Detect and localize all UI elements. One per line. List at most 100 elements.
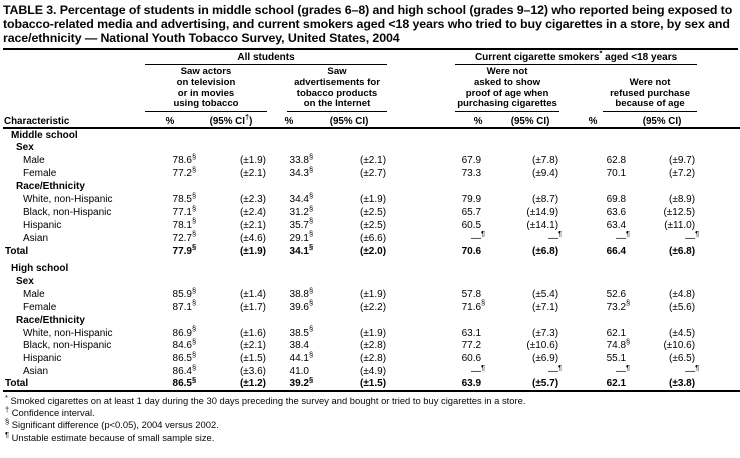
row-label: Hispanic <box>23 353 62 365</box>
group-header-all-students: All students <box>145 51 388 65</box>
group-gap <box>387 231 455 244</box>
row-black-non-hispanic: Black, non-Hispanic 77.1§ (±2.4) 31.2§ (±2.5… <box>3 204 740 219</box>
row-male: Male 78.6§ (±1.9) 33.8§ (±2.1) 67.9 (±7.8) 62.8… <box>3 152 740 167</box>
group-gap <box>387 339 455 352</box>
pct-cell: 67.9 <box>461 155 482 167</box>
ci-cell: —¶ <box>548 362 563 378</box>
pct-cell: 78.5§ <box>172 190 197 206</box>
pct-cell: 86.5§ <box>172 374 197 390</box>
pct-cell: 60.5 <box>461 219 482 231</box>
row-label: Sex <box>16 275 34 287</box>
pct-cell: 63.6 <box>606 206 627 218</box>
group-gap <box>387 378 455 391</box>
group-gap <box>387 365 455 378</box>
pct-cell: 70.1 <box>606 168 627 180</box>
right-fill <box>697 65 740 112</box>
ci-cell: (±12.5) <box>663 206 696 218</box>
footnote-symbol: § <box>5 417 10 427</box>
pct-header-2: % <box>267 112 311 130</box>
right-fill <box>697 112 740 130</box>
ci-header-3: (95% CI) <box>501 112 560 130</box>
footnote-182: ¶ Unstable estimate because of small sam… <box>5 429 215 443</box>
group-gap <box>387 51 455 65</box>
row-label: Hispanic <box>23 219 62 231</box>
pct-cell: 33.8§ <box>289 152 314 167</box>
row-middle-school: Middle school <box>3 128 740 141</box>
ci-cell: (±1.6) <box>239 327 266 339</box>
pct-cell: 38.4 <box>289 340 309 352</box>
ci-cell: (±11.0) <box>664 219 696 231</box>
ci-cell: —¶ <box>685 362 700 378</box>
footnote-symbol: * <box>5 392 8 402</box>
group-gap <box>387 244 455 257</box>
row-sex: Sex <box>3 275 740 288</box>
right-fill <box>697 193 740 206</box>
pct-cell: 62.8 <box>606 155 627 167</box>
pct-header-1: % <box>145 112 195 130</box>
ci-cell: (±1.9) <box>359 194 387 206</box>
col-header-not-asked-proof-of-age: Were not asked to show proof of age when… <box>455 65 560 113</box>
row-asian: Asian 86.4§ (±3.6) 41.0 (±4.9) —¶ —¶ —¶ —¶ <box>3 362 740 378</box>
row-label: Male <box>23 155 45 167</box>
ci-cell: (±7.3) <box>531 327 559 339</box>
column-header-row: Characteristic % (95% CI†) % (95% CI) % … <box>3 112 740 130</box>
ci-cell: (±8.9) <box>669 194 696 206</box>
row-female: Female 87.1§ (±1.7) 39.6§ (±2.2) 71.6§ (±7.1) 7… <box>3 298 740 313</box>
pct-cell: 60.6 <box>461 353 482 365</box>
pct-cell: 86.4§ <box>172 362 197 378</box>
row-female: Female 77.2§ (±2.1) 34.3§ (±2.7) 73.3 (±9.4) 70… <box>3 166 740 180</box>
pct-cell: —¶ <box>471 229 486 244</box>
ci-cell: —¶ <box>548 229 563 244</box>
row-sex: Sex <box>3 141 740 154</box>
right-fill <box>697 300 740 313</box>
ci-cell: (±3.6) <box>239 366 266 378</box>
ci-cell: (±1.9) <box>239 245 266 257</box>
title-rule <box>3 48 738 50</box>
group-gap <box>387 112 456 130</box>
row-asian: Asian 72.7§ (±4.6) 29.1§ (±6.6) —¶ —¶ —¶ —¶ <box>3 229 740 244</box>
row-male: Male 85.9§ (±1.4) 38.8§ (±1.9) 57.8 (±5.4) 52.6… <box>3 286 740 300</box>
group-gap <box>387 154 455 167</box>
right-fill <box>697 167 740 180</box>
row-white-non-hispanic: White, non-Hispanic 86.9§ (±1.6) 38.5§ (±1.9… <box>3 325 740 339</box>
footnote-42: * Smoked cigarettes on at least 1 day du… <box>5 392 526 406</box>
ci-cell: (±2.2) <box>359 301 387 313</box>
ci-cell: (±3.8) <box>669 378 696 390</box>
group-header-current-smokers: Current cigarette smokers* aged <18 year… <box>455 49 698 65</box>
ci-cell: (±6.8) <box>531 245 559 257</box>
ci-cell: —¶ <box>685 229 700 244</box>
row-label: Asian <box>23 232 49 244</box>
footnote-8224: † Confidence interval. <box>5 404 95 419</box>
pct-cell: 62.1 <box>606 378 627 390</box>
ci-cell: (±9.7) <box>669 155 696 167</box>
group-gap <box>387 193 455 206</box>
pct-cell: 52.6 <box>606 288 627 300</box>
row-label: Black, non-Hispanic <box>23 340 112 352</box>
pct-cell: 65.7 <box>461 206 482 218</box>
pct-cell: 63.4 <box>606 219 627 231</box>
ci-cell: (±6.9) <box>531 353 559 365</box>
ci-cell: (±5.7) <box>531 378 559 390</box>
footnote-167: § Significant difference (p<0.05), 2004 … <box>5 417 219 431</box>
pct-cell: 74.8§ <box>606 337 631 352</box>
ci-cell: (±1.9) <box>239 155 266 167</box>
characteristic-header: Characteristic <box>3 112 145 130</box>
pct-cell: 39.6§ <box>289 298 314 313</box>
pct-cell: 73.2§ <box>606 298 631 313</box>
footnote-symbol: ¶ <box>5 429 10 439</box>
row-label: Total <box>5 245 29 257</box>
pct-cell: 84.6§ <box>172 337 197 352</box>
pct-cell: 41.0 <box>289 366 309 378</box>
row-black-non-hispanic: Black, non-Hispanic 84.6§ (±2.1) 38.4 (±2.8)… <box>3 337 740 352</box>
pct-cell: —¶ <box>616 229 631 244</box>
ci-cell: (±1.7) <box>239 301 266 313</box>
ci-cell: (±1.4) <box>239 288 266 300</box>
ci-cell: (±10.6) <box>526 340 559 352</box>
pct-cell: 66.4 <box>606 245 627 257</box>
pct-cell: 87.1§ <box>172 298 197 313</box>
pct-cell: 63.9 <box>461 378 482 390</box>
pct-cell: —¶ <box>616 362 631 378</box>
empty-corner <box>3 51 145 65</box>
ci-cell: (±2.1) <box>239 219 266 231</box>
table-title: TABLE 3. Percentage of students in middl… <box>3 3 733 45</box>
